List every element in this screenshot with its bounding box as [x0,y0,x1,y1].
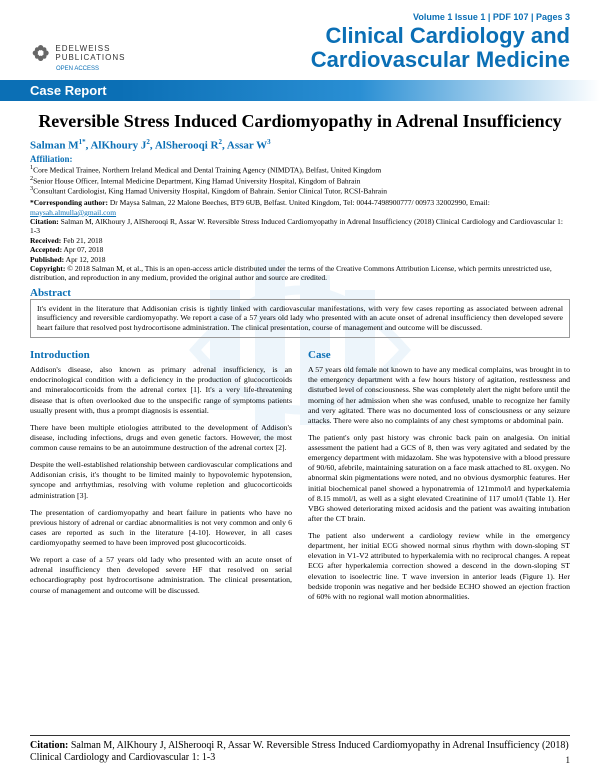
case-p1: A 57 years old female not known to have … [308,365,570,426]
copyright-line: Copyright: © 2018 Salman M, et al., This… [30,264,570,283]
copyright-text: © 2018 Salman M, et al., This is an open… [30,264,552,282]
journal-block: Volume 1 Issue 1 | PDF 107 | Pages 3 Cli… [180,12,570,72]
intro-p1: Addison's disease, also known as primary… [30,365,292,416]
case-heading: Case [308,348,570,362]
footer-citation-text: Salman M, AlKhoury J, AlSherooqi R, Assa… [30,740,569,763]
accepted-date: Apr 07, 2018 [64,245,104,254]
corresponding-author: *Corresponding author: Dr Maysa Salman, … [30,198,570,217]
citation-text: Salman M, AlKhoury J, AlSherooqi R, Assa… [30,217,563,235]
page-header: EDELWEISS PUBLICATIONS OPEN ACCESS Volum… [0,0,600,80]
corresponding-email[interactable]: maysah.almulla@gmail.com [30,208,116,217]
footer-citation: Citation: Salman M, AlKhoury J, AlSheroo… [30,740,570,764]
left-column: Introduction Addison's disease, also kno… [30,348,292,609]
case-p3: The patient also underwent a cardiology … [308,531,570,602]
page-number: 1 [566,755,571,766]
affiliation-label: Affiliation: [30,154,570,164]
publisher-name: EDELWEISS PUBLICATIONS [55,44,180,62]
published-date: Apr 12, 2018 [66,255,106,264]
journal-title-l1: Clinical Cardiology and [326,23,570,48]
footer-citation-label: Citation: [30,740,68,751]
published-line: Published: Apr 12, 2018 [30,255,570,264]
abstract-heading: Abstract [30,287,570,299]
intro-p2: There have been multiple etiologies attr… [30,423,292,453]
article-title: Reversible Stress Induced Cardiomyopathy… [30,111,570,132]
publisher-block: EDELWEISS PUBLICATIONS OPEN ACCESS [30,12,180,72]
accepted-line: Accepted: Apr 07, 2018 [30,245,570,254]
issue-line: Volume 1 Issue 1 | PDF 107 | Pages 3 [180,12,570,22]
body-columns: Introduction Addison's disease, also kno… [30,348,570,609]
authors: Salman M1*, AlKhoury J2, AlSherooqi R2, … [30,138,570,152]
case-p2: The patient's only past history was chro… [308,433,570,524]
open-access-label: OPEN ACCESS [56,66,180,72]
corresponding-text: Dr Maysa Salman, 22 Malone Beeches, BT9 … [110,198,490,207]
page-footer: Citation: Salman M, AlKhoury J, AlSheroo… [30,735,570,764]
intro-p4: The presentation of cardiomyopathy and h… [30,508,292,549]
affiliation-list: 1Core Medical Trainee, Northern Ireland … [30,164,570,197]
journal-title-l2: Cardiovascular Medicine [311,47,570,72]
citation-line: Citation: Salman M, AlKhoury J, AlSheroo… [30,217,570,236]
right-column: Case A 57 years old female not known to … [308,348,570,609]
intro-p3: Despite the well-established relationshi… [30,460,292,501]
section-bar: Case Report [0,80,600,101]
main-content: Reversible Stress Induced Cardiomyopathy… [0,101,600,619]
intro-p5: We report a case of a 57 years old lady … [30,555,292,596]
received-date: Feb 21, 2018 [63,236,102,245]
flower-icon [30,42,51,64]
publisher-logo: EDELWEISS PUBLICATIONS [30,42,180,64]
journal-title: Clinical Cardiology and Cardiovascular M… [180,24,570,72]
intro-heading: Introduction [30,348,292,362]
abstract-box: It's evident in the literature that Addi… [30,299,570,338]
received-line: Received: Feb 21, 2018 [30,236,570,245]
